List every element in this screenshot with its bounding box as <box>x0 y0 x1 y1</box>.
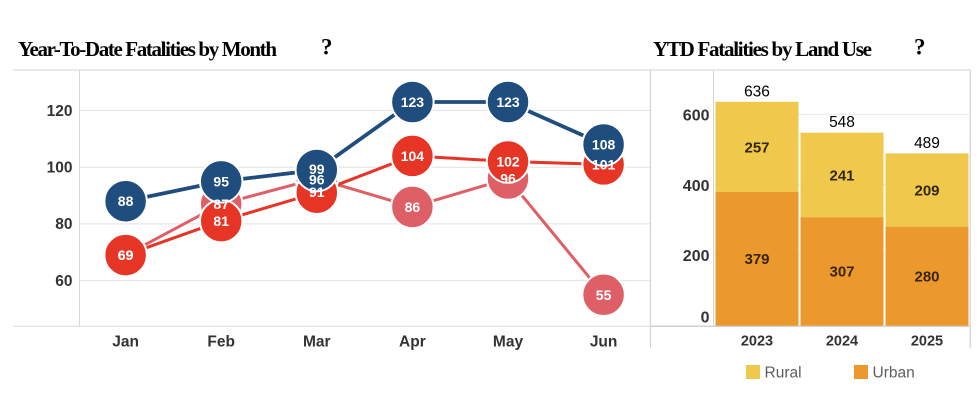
svg-text:55: 55 <box>596 287 612 303</box>
svg-text:379: 379 <box>744 251 769 268</box>
svg-text:?: ? <box>321 35 333 60</box>
svg-text:0: 0 <box>701 309 710 326</box>
svg-text:60: 60 <box>55 273 72 290</box>
svg-text:Mar: Mar <box>303 334 331 351</box>
svg-text:100: 100 <box>47 160 73 177</box>
svg-text:YTD Fatalities by Land Use: YTD Fatalities by Land Use <box>653 37 872 61</box>
svg-text:Year-To-Date Fatalities by Mon: Year-To-Date Fatalities by Month <box>18 37 277 61</box>
svg-text:Jan: Jan <box>112 334 139 351</box>
svg-text:80: 80 <box>55 216 72 233</box>
svg-text:241: 241 <box>829 167 854 184</box>
svg-text:Apr: Apr <box>399 334 426 351</box>
svg-text:?: ? <box>914 35 926 60</box>
svg-text:Rural: Rural <box>765 365 802 382</box>
svg-text:Jun: Jun <box>590 334 618 351</box>
svg-text:2023: 2023 <box>741 334 773 350</box>
svg-text:2024: 2024 <box>826 334 858 350</box>
svg-text:104: 104 <box>401 148 425 164</box>
svg-text:400: 400 <box>683 178 710 195</box>
svg-text:95: 95 <box>213 173 229 189</box>
svg-text:102: 102 <box>496 154 520 170</box>
svg-text:200: 200 <box>683 248 710 265</box>
svg-text:600: 600 <box>683 108 710 125</box>
svg-text:120: 120 <box>47 103 73 120</box>
svg-text:123: 123 <box>496 94 520 110</box>
svg-text:May: May <box>493 334 524 351</box>
svg-text:209: 209 <box>914 183 939 200</box>
svg-text:123: 123 <box>401 94 425 110</box>
svg-text:307: 307 <box>829 264 854 281</box>
svg-text:280: 280 <box>914 268 939 285</box>
svg-text:96: 96 <box>500 171 516 187</box>
svg-text:548: 548 <box>829 114 855 131</box>
svg-text:257: 257 <box>744 139 769 156</box>
svg-text:Feb: Feb <box>207 334 235 351</box>
svg-text:69: 69 <box>118 247 134 263</box>
svg-text:636: 636 <box>744 83 770 100</box>
svg-text:86: 86 <box>405 199 421 215</box>
svg-text:96: 96 <box>309 171 325 187</box>
svg-text:99: 99 <box>309 161 325 177</box>
svg-text:69: 69 <box>118 247 134 263</box>
svg-text:108: 108 <box>592 137 616 153</box>
svg-text:81: 81 <box>213 213 229 229</box>
svg-text:87: 87 <box>213 196 229 212</box>
svg-text:91: 91 <box>309 184 325 200</box>
svg-text:88: 88 <box>118 193 134 209</box>
svg-text:489: 489 <box>914 135 940 152</box>
svg-text:Urban: Urban <box>873 365 915 382</box>
svg-text:2025: 2025 <box>911 334 943 350</box>
svg-text:101: 101 <box>592 156 616 172</box>
